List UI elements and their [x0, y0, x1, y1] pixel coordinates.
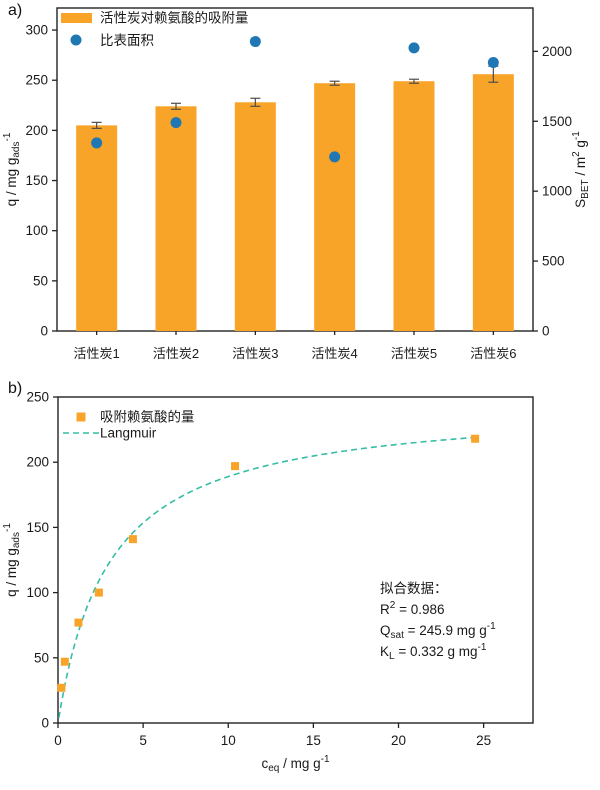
adsorption-bar — [155, 106, 197, 331]
bar-chart-adsorption-and-bet: 0 50 100 150 200 250 300 0 500 1000 1500 2000 活性炭1 活性… — [2, 7, 591, 361]
y-right-tick-label: 0 — [542, 324, 550, 339]
isotherm-point — [94, 588, 103, 597]
x-category-label: 活性炭3 — [232, 346, 278, 361]
bet-dot — [329, 151, 341, 163]
y-tick-label: 200 — [26, 455, 49, 470]
isotherm-point — [128, 535, 137, 544]
x-axis-title: ceq / mg g-1 — [261, 754, 329, 774]
y-tick-label: 0 — [41, 716, 49, 731]
y-right-tick-label: 1500 — [542, 114, 572, 129]
adsorption-bar — [314, 83, 356, 332]
isotherm-point — [74, 618, 83, 627]
bet-dot — [487, 57, 499, 69]
y-left-tick-label: 100 — [25, 223, 48, 238]
x-category-label: 活性炭2 — [153, 346, 199, 361]
y-right-tick-label: 500 — [542, 254, 565, 269]
y-right-tick-label: 2000 — [542, 44, 572, 59]
adsorption-bar — [472, 74, 514, 332]
legend-label-bet: 比表面积 — [100, 33, 154, 48]
legend-point-swatch — [76, 412, 86, 422]
isotherm-point — [231, 462, 240, 471]
fit-annotation-line: KL = 0.332 g mg-1 — [380, 642, 487, 662]
y-left-tick-label: 150 — [25, 173, 48, 188]
legend-dot-swatch — [70, 34, 82, 46]
y-tick-label: 100 — [26, 585, 49, 600]
x-tick-label: 25 — [476, 733, 491, 748]
langmuir-isotherm-chart: 0 50 100 150 200 250 0 5 10 15 20 25 q / mg gads-1 ce… — [2, 390, 534, 774]
adsorption-bar — [234, 102, 276, 331]
x-tick-label: 20 — [391, 733, 406, 748]
legend-bar-swatch — [61, 13, 92, 23]
y-tick-label: 150 — [26, 520, 49, 535]
fit-annotation-line: 拟合数据： — [380, 581, 448, 596]
adsorption-bar — [393, 81, 435, 331]
fit-annotation-line: Qsat = 245.9 mg g-1 — [380, 621, 496, 641]
y-left-tick-label: 0 — [40, 324, 48, 339]
isotherm-point — [57, 683, 66, 692]
x-category-label: 活性炭4 — [312, 346, 358, 361]
x-category-label: 活性炭1 — [74, 346, 120, 361]
x-tick-label: 0 — [54, 733, 62, 748]
y-left-tick-label: 200 — [25, 123, 48, 138]
bet-dot — [170, 117, 182, 129]
y-left-axis-title: q / mg gads-1 — [2, 132, 22, 206]
y-left-tick-label: 50 — [33, 273, 48, 288]
plot-frame — [57, 396, 534, 724]
adsorption-bar — [76, 125, 118, 331]
bet-dot — [249, 36, 261, 48]
x-tick-label: 15 — [306, 733, 321, 748]
legend-label-adsorption: 活性炭对赖氨酸的吸附量 — [100, 11, 249, 26]
plot-frame — [56, 7, 534, 332]
langmuir-fit-curve — [58, 436, 476, 718]
x-tick-label: 10 — [221, 733, 236, 748]
panel-a: a) 0 50 100 150 200 250 300 0 500 1000 1500 2000 活性炭… — [0, 0, 600, 378]
legend-label-points: 吸附赖氨酸的量 — [100, 410, 195, 425]
y-tick-label: 50 — [34, 650, 49, 665]
x-tick-label: 5 — [139, 733, 147, 748]
y-left-tick-label: 250 — [25, 73, 48, 88]
x-category-label: 活性炭5 — [391, 346, 437, 361]
y-right-tick-label: 1000 — [542, 184, 572, 199]
y-axis-title: q / mg gads-1 — [2, 523, 22, 597]
bet-dot — [408, 42, 420, 54]
fit-annotation-line: R2 = 0.986 — [380, 600, 444, 617]
isotherm-point — [471, 434, 480, 443]
bet-dot — [91, 137, 103, 149]
y-right-axis-title: SBET / m2 g-1 — [571, 131, 591, 208]
panel-b-label: b) — [8, 380, 23, 397]
panel-b: b) 0 50 100 150 200 250 0 5 10 15 20 25 q / mg gads-… — [0, 378, 600, 790]
y-tick-label: 250 — [26, 390, 49, 405]
panel-a-label: a) — [8, 2, 23, 19]
isotherm-point — [60, 657, 69, 666]
x-category-label: 活性炭6 — [470, 346, 516, 361]
y-left-tick-label: 300 — [25, 23, 48, 38]
legend-label-langmuir: Langmuir — [100, 426, 157, 441]
